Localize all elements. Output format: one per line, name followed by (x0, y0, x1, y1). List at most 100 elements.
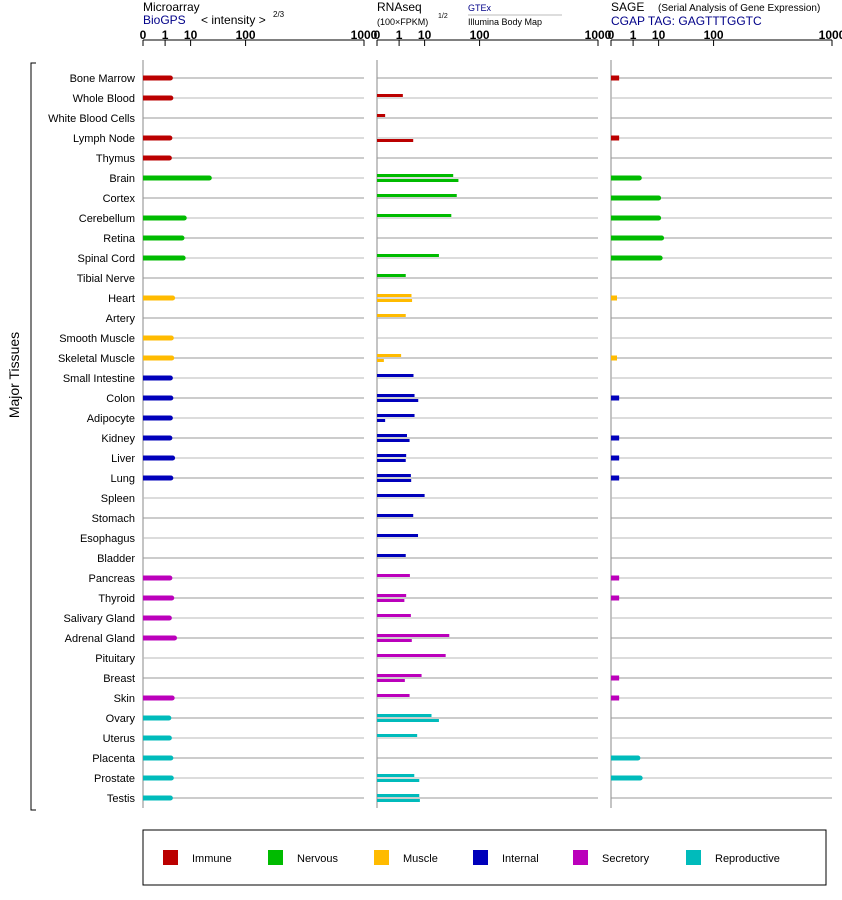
bar-sage-end (657, 255, 663, 261)
bar-sage-end (656, 195, 662, 201)
bar-rnaseq-gtex (377, 714, 432, 717)
legend-swatch-secretory (573, 850, 588, 865)
tissue-label: Small Intestine (63, 373, 135, 385)
rnaseq-tick-label: 1 (396, 28, 403, 42)
rnaseq-tick-label: 10 (418, 28, 432, 42)
microarray-tick-label: 10 (184, 28, 198, 42)
chart-plot-area: 011010010000110100100001101001000Bone Ma… (48, 28, 842, 808)
rnaseq-unit: (100×FPKM) (377, 17, 428, 27)
tissue-label: Lymph Node (73, 133, 135, 145)
bar-rnaseq-ibm (377, 779, 420, 782)
bar-microarray-end (169, 355, 175, 361)
sage-tick-label: 0 (608, 28, 615, 42)
rnaseq-header: RNAseq (100×FPKM) 1/2 GTEx Illumina Body… (377, 0, 562, 27)
bar-microarray-end (167, 795, 173, 801)
tissue-label: Pituitary (95, 653, 135, 665)
bar-rnaseq-gtex (377, 214, 452, 217)
bar-microarray-end (168, 395, 174, 401)
bar-rnaseq-gtex (377, 314, 406, 317)
bar-rnaseq-gtex (377, 434, 407, 437)
tissue-label: Skeletal Muscle (58, 353, 135, 365)
bar-microarray-end (168, 755, 174, 761)
tissue-label: Thyroid (98, 593, 135, 605)
bar-rnaseq-ibm (377, 459, 406, 462)
tissue-label: Uterus (103, 733, 136, 745)
bar-rnaseq-ibm (377, 139, 414, 142)
tissue-label: Thymus (96, 153, 136, 165)
bar-microarray-end (167, 135, 173, 141)
bar-rnaseq-ibm (377, 299, 413, 302)
tissue-label: Testis (107, 793, 136, 805)
bar-microarray-end (172, 635, 178, 641)
rnaseq-source-ibm: Illumina Body Map (468, 17, 542, 27)
legend-label-muscle: Muscle (403, 853, 438, 865)
bar-rnaseq-gtex (377, 254, 439, 257)
legend-label-reproductive: Reproductive (715, 853, 780, 865)
bar-rnaseq-gtex (377, 414, 415, 417)
bar-rnaseq-ibm (377, 679, 405, 682)
legend-swatch-internal (473, 850, 488, 865)
rnaseq-tick-label: 0 (374, 28, 381, 42)
rnaseq-tick-label: 100 (470, 28, 490, 42)
microarray-tick-label: 100 (236, 28, 256, 42)
bar-rnaseq-gtex (377, 794, 420, 797)
legend-label-secretory: Secretory (602, 853, 650, 865)
bar-sage-end (635, 755, 641, 761)
bar-rnaseq-ibm (377, 359, 384, 362)
bar-microarray-end (166, 615, 172, 621)
tissue-label: Kidney (101, 433, 135, 445)
tissue-label: Adipocyte (87, 413, 135, 425)
tissue-label: Placenta (92, 753, 136, 765)
tissue-label: Colon (106, 393, 135, 405)
legend-label-immune: Immune (192, 853, 232, 865)
bar-rnaseq-ibm (377, 179, 459, 182)
tissue-label: Spleen (101, 493, 135, 505)
tissue-label: Smooth Muscle (59, 333, 135, 345)
sage-subtitle: CGAP TAG: GAGTTTGGTC (611, 14, 762, 28)
tissue-label: Cerebellum (79, 213, 135, 225)
tissue-label: Bone Marrow (70, 73, 135, 85)
bar-microarray-end (166, 735, 172, 741)
bar-rnaseq-gtex (377, 454, 407, 457)
tissue-label: Bladder (97, 553, 135, 565)
tissue-label: Stomach (92, 513, 135, 525)
rnaseq-source-gtex: GTEx (468, 3, 492, 13)
legend-swatch-muscle (374, 850, 389, 865)
bar-microarray-end (170, 455, 176, 461)
bar-microarray-end (166, 155, 172, 161)
bar-rnaseq-gtex (377, 694, 410, 697)
tissue-label: Esophagus (80, 533, 136, 545)
bar-rnaseq-gtex (377, 614, 411, 617)
bar-microarray-end (167, 575, 173, 581)
microarray-subtitle: BioGPS (143, 13, 186, 27)
microarray-tick-label: 1 (162, 28, 169, 42)
bar-microarray-end (168, 775, 174, 781)
bar-sage-end (656, 215, 662, 221)
bar-rnaseq-ibm (377, 599, 405, 602)
microarray-tick-label: 1000 (351, 28, 378, 42)
tissue-label: Whole Blood (73, 93, 135, 105)
tissue-label: Heart (108, 293, 135, 305)
sage-tick-label: 10 (652, 28, 666, 42)
bar-rnaseq-ibm (377, 719, 439, 722)
microarray-unit: < intensity > (201, 13, 266, 27)
bar-rnaseq-gtex (377, 674, 422, 677)
bar-rnaseq-gtex (377, 734, 418, 737)
bar-microarray-end (166, 715, 172, 721)
microarray-tick-label: 0 (140, 28, 147, 42)
bar-microarray-end (168, 335, 174, 341)
bar-microarray-end (167, 415, 173, 421)
bar-microarray-end (169, 595, 175, 601)
bar-rnaseq-gtex (377, 174, 454, 177)
bar-rnaseq-gtex (377, 774, 415, 777)
bar-microarray-end (167, 75, 173, 81)
tissue-label: Adrenal Gland (65, 633, 135, 645)
bar-microarray-end (167, 375, 173, 381)
bar-microarray-end (170, 295, 176, 301)
microarray-unit-exponent: 2/3 (273, 10, 285, 19)
bar-rnaseq-gtex (377, 634, 450, 637)
legend-label-nervous: Nervous (297, 853, 338, 865)
bar-rnaseq-gtex (377, 594, 407, 597)
rnaseq-tick-label: 1000 (585, 28, 612, 42)
bar-rnaseq-ibm (377, 399, 419, 402)
